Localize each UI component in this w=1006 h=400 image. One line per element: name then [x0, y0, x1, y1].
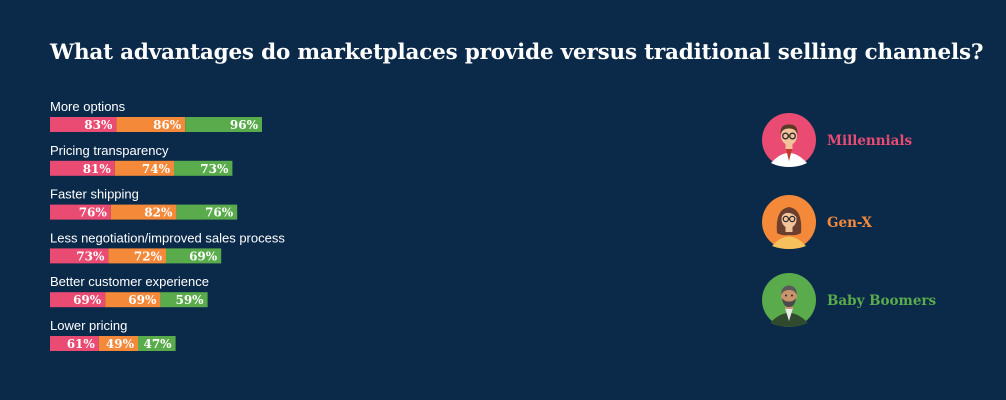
chart-title: What advantages do marketplaces provide … — [50, 40, 984, 65]
data-label: 76% — [205, 206, 234, 220]
bar-segment-baby-boomers — [160, 292, 208, 308]
bar-segment-baby-boomers — [138, 336, 176, 351]
data-label: 73% — [76, 249, 105, 263]
category-label: Better customer experience — [50, 274, 209, 289]
bar-group-lower-pricing: Lower pricing 61% 49% 47% — [50, 318, 176, 351]
data-label: 61% — [67, 337, 96, 351]
data-label: 59% — [175, 293, 204, 307]
bar-segment-baby-boomers — [166, 248, 222, 264]
stacked-bar-chart: More options 83% 86% 96% Pricing transparenc… — [50, 99, 285, 351]
data-label: 74% — [142, 162, 171, 176]
bar-group-more-options: More options 83% 86% 96% — [50, 99, 262, 132]
bar-segment-baby-boomers — [176, 204, 238, 220]
data-label: 82% — [144, 206, 173, 220]
legend-label-baby-boomers: Baby Boomers — [827, 293, 937, 309]
millennial-avatar-icon — [762, 113, 816, 167]
data-label: 69% — [189, 249, 218, 263]
bar-group-less-negotiation-improved-sales-process: Less negotiation/improved sales process 7… — [50, 230, 285, 264]
data-label: 49% — [106, 337, 135, 351]
legend-label-millennials: Millennials — [827, 133, 913, 149]
legend-label-gen-x: Gen-X — [827, 215, 873, 231]
data-label: 47% — [143, 337, 172, 351]
legend-item-baby-boomers: Baby Boomers — [762, 273, 992, 329]
category-label: Less negotiation/improved sales process — [50, 230, 285, 245]
legend-item-millennials: Millennials — [762, 113, 992, 169]
bar-segment-baby-boomers — [185, 117, 262, 132]
data-label: 76% — [79, 206, 108, 220]
data-label: 81% — [83, 162, 112, 176]
bar-segment-gen-x — [110, 204, 177, 220]
bar-group-faster-shipping: Faster shipping 76% 82% 76% — [50, 187, 238, 220]
data-label: 69% — [128, 293, 157, 307]
category-label: Lower pricing — [50, 318, 127, 333]
legend-item-gen-x: Gen-X — [762, 195, 992, 251]
bar-group-better-customer-experience: Better customer experience 69% 69% 59% — [50, 274, 209, 308]
data-label: 69% — [73, 293, 102, 307]
bar-group-pricing-transparency: Pricing transparency 81% 74% 73% — [50, 143, 233, 176]
category-label: More options — [50, 99, 126, 114]
bar-segment-gen-x — [98, 336, 138, 351]
genx-avatar-icon — [762, 195, 816, 249]
baby-boomer-avatar-icon — [762, 273, 816, 327]
bar-segment-millennials — [50, 117, 117, 132]
bar-segment-millennials — [50, 292, 106, 308]
bar-segment-millennials — [50, 248, 109, 264]
data-label: 73% — [200, 162, 229, 176]
bar-segment-baby-boomers — [174, 160, 233, 176]
bar-segment-gen-x — [108, 248, 166, 264]
data-label: 83% — [84, 118, 113, 132]
data-label: 96% — [230, 118, 259, 132]
category-label: Faster shipping — [50, 187, 139, 202]
bar-segment-millennials — [50, 160, 115, 176]
data-label: 72% — [134, 249, 163, 263]
bar-segment-millennials — [50, 336, 99, 351]
bar-segment-gen-x — [105, 292, 161, 308]
category-label: Pricing transparency — [50, 143, 169, 158]
bar-segment-gen-x — [114, 160, 174, 176]
bar-segment-gen-x — [116, 117, 186, 132]
data-label: 86% — [153, 118, 182, 132]
bar-segment-millennials — [50, 204, 111, 220]
